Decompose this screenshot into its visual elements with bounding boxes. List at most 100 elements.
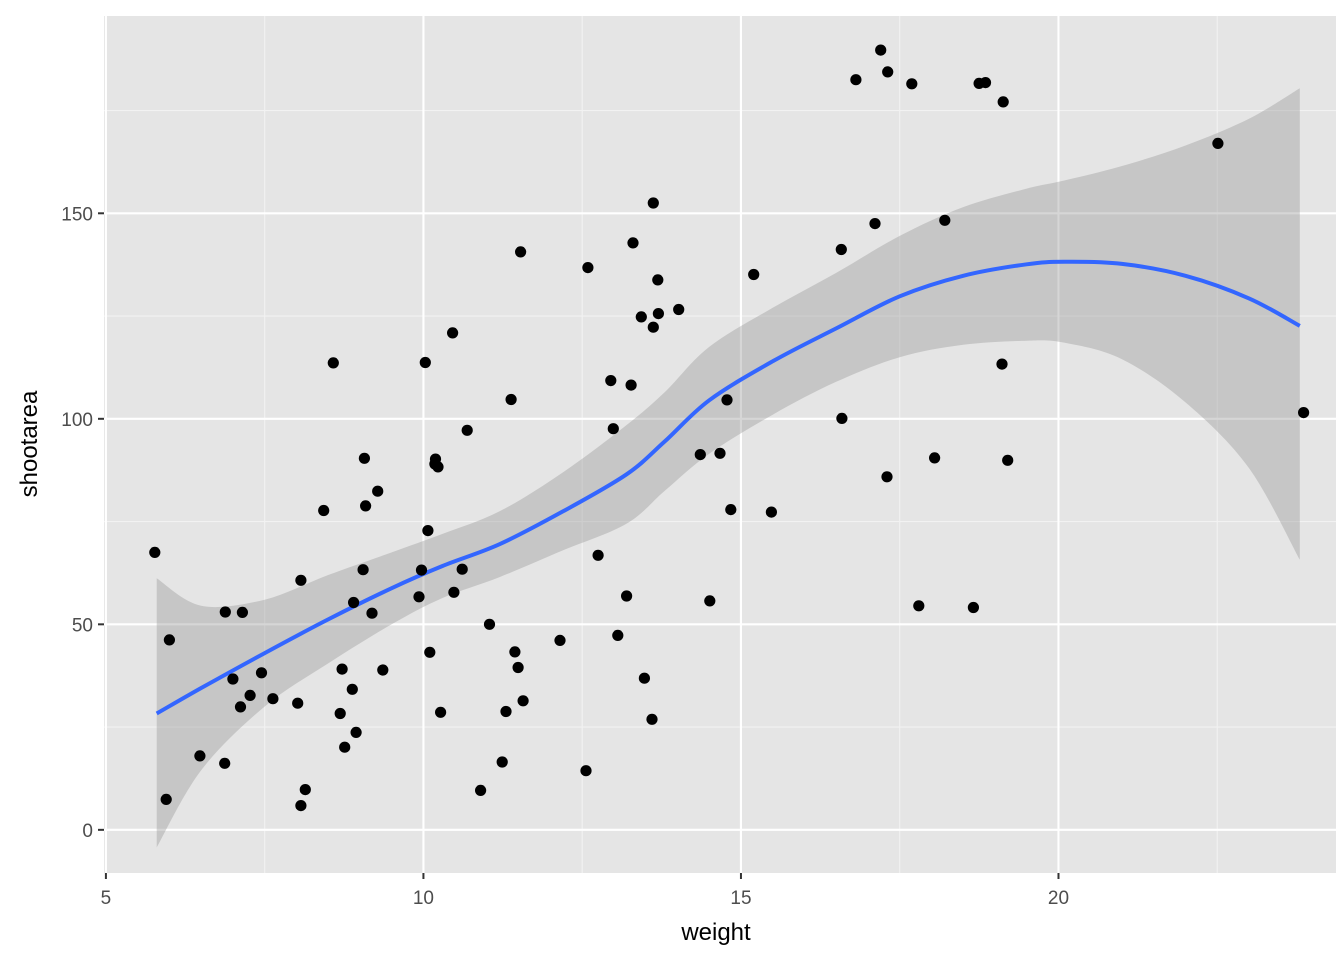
- data-point: [360, 500, 372, 512]
- data-point: [517, 695, 529, 707]
- data-point: [997, 96, 1009, 108]
- data-point: [621, 590, 633, 602]
- data-point: [419, 356, 431, 369]
- data-point: [512, 661, 524, 674]
- minor-gridlines: [104, 16, 1336, 873]
- data-point: [996, 358, 1008, 370]
- x-tick-label: 15: [730, 888, 751, 909]
- data-point: [244, 689, 256, 702]
- data-point: [515, 246, 527, 258]
- data-point: [638, 672, 651, 684]
- x-tick-label: 5: [101, 888, 112, 909]
- tick-labels: 5 10 15 20 0 50 100 150: [61, 204, 1069, 909]
- data-point: [929, 452, 941, 464]
- data-point: [500, 705, 512, 718]
- data-point: [979, 77, 992, 89]
- data-point: [582, 262, 594, 274]
- data-point: [1002, 454, 1014, 466]
- data-point: [939, 214, 951, 226]
- data-point: [267, 693, 279, 705]
- data-point: [435, 706, 447, 718]
- data-point: [625, 379, 637, 391]
- data-point: [350, 726, 362, 739]
- data-point: [714, 447, 726, 459]
- data-point: [725, 504, 737, 516]
- y-tick-label: 150: [61, 204, 93, 225]
- smooth-line-layer: [155, 259, 1301, 716]
- data-point: [413, 591, 425, 603]
- x-tick-label: 20: [1048, 888, 1069, 909]
- data-point: [882, 66, 894, 78]
- y-tick-label: 50: [72, 615, 93, 636]
- data-point: [299, 784, 311, 796]
- data-point: [483, 618, 496, 630]
- data-point: [913, 600, 925, 612]
- data-point: [505, 393, 517, 406]
- data-point: [219, 757, 231, 769]
- data-point: [366, 607, 378, 619]
- data-point: [647, 321, 659, 333]
- data-point: [509, 646, 521, 658]
- data-point: [448, 586, 460, 598]
- data-point: [295, 800, 307, 812]
- data-point: [372, 485, 384, 497]
- data-point: [605, 375, 617, 387]
- data-point: [721, 394, 733, 406]
- data-point: [339, 741, 351, 753]
- data-point: [673, 303, 685, 316]
- data-point: [1298, 407, 1310, 419]
- data-point: [850, 74, 862, 86]
- data-point: [496, 756, 508, 768]
- data-point: [255, 667, 268, 679]
- data-point: [149, 546, 161, 559]
- data-point: [219, 606, 231, 618]
- data-point: [580, 765, 592, 777]
- data-point: [612, 629, 624, 642]
- data-point: [647, 197, 659, 209]
- data-point: [461, 424, 473, 436]
- data-point: [646, 713, 658, 725]
- axis-ticks: [98, 212, 1060, 879]
- data-point: [881, 471, 893, 483]
- data-point: [348, 596, 360, 609]
- data-point: [295, 574, 307, 586]
- data-point: [748, 268, 760, 281]
- data-point: [318, 504, 330, 517]
- data-point: [652, 274, 664, 286]
- x-axis-title: weight: [680, 919, 751, 946]
- data-point: [160, 793, 172, 806]
- data-point: [432, 461, 444, 473]
- data-point: [327, 357, 339, 369]
- smooth-line: [155, 259, 1301, 716]
- y-tick-label: 0: [82, 821, 93, 842]
- data-point: [1212, 137, 1224, 149]
- data-point: [869, 218, 881, 230]
- y-axis-title: shootarea: [16, 390, 43, 497]
- data-point: [377, 664, 389, 676]
- data-point: [906, 78, 918, 90]
- data-point: [422, 525, 434, 537]
- data-point: [227, 673, 239, 685]
- data-point: [334, 707, 346, 720]
- data-point: [292, 697, 304, 709]
- data-point: [358, 452, 370, 464]
- data-point: [357, 564, 369, 576]
- major-gridlines: [104, 16, 1336, 873]
- data-point: [836, 412, 848, 424]
- data-point: [424, 646, 436, 658]
- data-point: [346, 683, 358, 695]
- data-point: [694, 449, 706, 461]
- data-point: [554, 634, 566, 647]
- data-point: [163, 634, 175, 646]
- data-point: [765, 506, 778, 518]
- data-point: [607, 423, 619, 435]
- data-point: [635, 311, 647, 323]
- data-point: [336, 663, 348, 675]
- data-point: [835, 243, 847, 256]
- data-point: [704, 595, 716, 607]
- data-point: [236, 606, 248, 619]
- y-tick-label: 100: [61, 410, 93, 431]
- plot-panel: [104, 16, 1336, 873]
- confidence-ribbon: [156, 88, 1300, 848]
